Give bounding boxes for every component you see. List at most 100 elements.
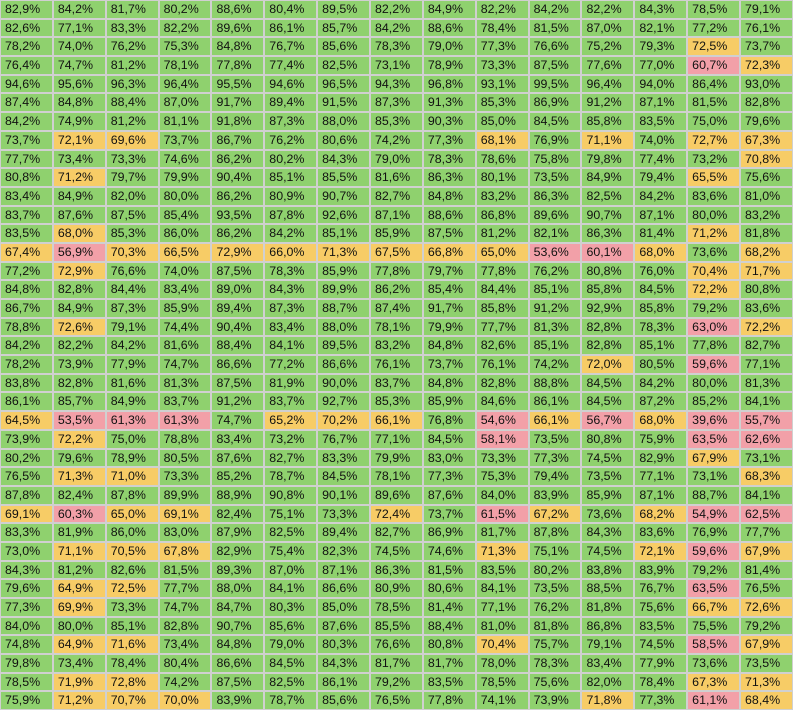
heatmap-cell: 74,0% xyxy=(52,37,106,57)
heatmap-cell: 74,2% xyxy=(158,672,212,692)
heatmap-cell: 78,4% xyxy=(105,654,159,673)
heatmap-cell: 71,3% xyxy=(317,242,371,262)
heatmap-cell: 60,1% xyxy=(581,242,635,262)
heatmap-cell: 86,1% xyxy=(317,672,371,692)
heatmap-cell: 92,9% xyxy=(581,299,635,318)
heatmap-cell: 77,8% xyxy=(422,691,476,710)
heatmap-cell: 79,1% xyxy=(105,317,159,337)
heatmap-cell: 67,3% xyxy=(687,672,741,692)
heatmap-cell: 82,4% xyxy=(211,504,265,524)
heatmap-cell: 90,4% xyxy=(211,168,265,187)
heatmap-cell: 86,4% xyxy=(687,74,741,94)
heatmap-cell: 76,2% xyxy=(105,37,159,57)
heatmap-cell: 73,6% xyxy=(687,242,741,262)
heatmap-cell: 88,6% xyxy=(422,18,476,38)
heatmap-cell: 73,7% xyxy=(0,130,53,150)
heatmap-cell: 76,1% xyxy=(475,355,529,374)
heatmap-cell: 87,1% xyxy=(634,205,688,225)
heatmap-cell: 84,8% xyxy=(52,93,106,113)
heatmap-cell: 83,2% xyxy=(370,336,423,356)
heatmap-cell: 78,3% xyxy=(370,37,423,57)
heatmap-cell: 78,3% xyxy=(264,261,318,281)
heatmap-cell: 85,3% xyxy=(370,112,423,131)
heatmap-cell: 72,2% xyxy=(52,429,106,449)
heatmap-cell: 85,6% xyxy=(317,691,371,710)
heatmap-cell: 80,4% xyxy=(264,0,318,19)
heatmap-cell: 75,2% xyxy=(581,37,635,57)
heatmap-cell: 67,4% xyxy=(0,242,53,262)
heatmap-cell: 81,8% xyxy=(528,616,582,636)
heatmap-cell: 73,3% xyxy=(317,504,371,524)
heatmap-cell: 66,5% xyxy=(158,242,212,262)
heatmap-cell: 83,7% xyxy=(0,205,53,225)
heatmap-cell: 84,7% xyxy=(211,598,265,617)
heatmap-cell: 85,1% xyxy=(317,224,371,243)
heatmap-cell: 82,2% xyxy=(52,336,106,356)
heatmap-cell: 71,2% xyxy=(687,224,741,243)
heatmap-cell: 80,2% xyxy=(264,149,318,169)
heatmap-cell: 80,1% xyxy=(475,168,529,187)
heatmap-cell: 92,7% xyxy=(317,392,371,412)
heatmap-cell: 77,3% xyxy=(422,130,476,150)
heatmap-cell: 79,4% xyxy=(528,467,582,486)
heatmap-cell: 65,2% xyxy=(264,411,318,430)
heatmap-cell: 80,0% xyxy=(158,186,212,206)
heatmap-cell: 85,8% xyxy=(475,299,529,318)
heatmap-cell: 67,5% xyxy=(370,242,423,262)
heatmap-cell: 72,8% xyxy=(105,672,159,692)
heatmap-cell: 87,1% xyxy=(317,560,371,580)
heatmap-cell: 75,1% xyxy=(264,504,318,524)
heatmap-cell: 94,6% xyxy=(264,74,318,94)
heatmap-cell: 82,8% xyxy=(52,373,106,393)
heatmap-cell: 80,6% xyxy=(422,579,476,598)
heatmap-cell: 96,8% xyxy=(422,74,476,94)
heatmap-cell: 76,7% xyxy=(634,579,688,598)
heatmap-cell: 69,1% xyxy=(158,504,212,524)
heatmap-cell: 85,6% xyxy=(264,616,318,636)
heatmap-cell: 70,7% xyxy=(105,691,159,710)
heatmap-cell: 81,7% xyxy=(105,0,159,19)
heatmap-cell: 80,5% xyxy=(634,355,688,374)
heatmap-cell: 82,6% xyxy=(475,336,529,356)
heatmap-cell: 84,1% xyxy=(740,485,793,505)
heatmap-cell: 73,0% xyxy=(0,541,53,561)
heatmap-cell: 79,7% xyxy=(105,168,159,187)
heatmap-cell: 74,5% xyxy=(634,635,688,655)
heatmap-cell: 85,7% xyxy=(317,18,371,38)
heatmap-cell: 84,5% xyxy=(581,392,635,412)
heatmap-cell: 77,7% xyxy=(158,579,212,598)
heatmap-cell: 84,9% xyxy=(422,0,476,19)
heatmap-cell: 85,4% xyxy=(158,205,212,225)
heatmap-cell: 73,6% xyxy=(687,654,741,673)
heatmap-cell: 84,8% xyxy=(422,186,476,206)
heatmap-cell: 71,9% xyxy=(52,672,106,692)
heatmap-cell: 64,5% xyxy=(0,411,53,430)
heatmap-cell: 84,1% xyxy=(475,579,529,598)
heatmap-cell: 78,4% xyxy=(634,672,688,692)
heatmap-cell: 91,2% xyxy=(528,299,582,318)
heatmap-cell: 85,6% xyxy=(317,37,371,57)
heatmap-cell: 79,2% xyxy=(370,672,423,692)
heatmap-cell: 92,6% xyxy=(317,205,371,225)
heatmap-cell: 75,6% xyxy=(528,672,582,692)
heatmap-cell: 87,3% xyxy=(105,299,159,318)
heatmap-cell: 68,0% xyxy=(52,224,106,243)
heatmap-cell: 86,2% xyxy=(211,224,265,243)
heatmap-cell: 80,5% xyxy=(158,448,212,468)
heatmap-cell: 61,1% xyxy=(687,691,741,710)
heatmap-cell: 84,2% xyxy=(370,18,423,38)
heatmap-cell: 78,5% xyxy=(370,598,423,617)
heatmap-cell: 79,1% xyxy=(581,635,635,655)
heatmap-cell: 84,1% xyxy=(264,336,318,356)
heatmap-cell: 81,9% xyxy=(264,373,318,393)
heatmap-cell: 82,0% xyxy=(105,186,159,206)
heatmap-cell: 72,1% xyxy=(634,541,688,561)
heatmap-cell: 73,5% xyxy=(581,467,635,486)
heatmap-cell: 81,8% xyxy=(581,598,635,617)
heatmap-cell: 75,6% xyxy=(740,168,793,187)
heatmap-cell: 79,0% xyxy=(422,37,476,57)
heatmap-cell: 76,4% xyxy=(0,56,53,75)
heatmap-cell: 68,2% xyxy=(634,504,688,524)
heatmap-cell: 82,8% xyxy=(581,317,635,337)
heatmap-cell: 78,4% xyxy=(475,18,529,38)
